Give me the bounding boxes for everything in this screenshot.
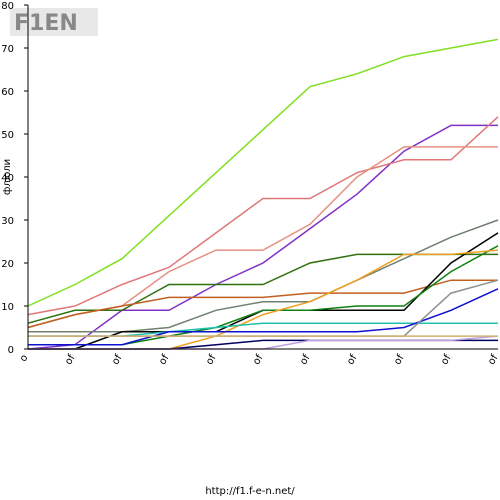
y-tick-label: 50 xyxy=(1,130,14,141)
series-line xyxy=(27,279,498,329)
series-line xyxy=(28,249,499,350)
y-tick-label: 10 xyxy=(1,302,14,313)
series-line xyxy=(28,335,499,350)
x-tick-label: of xyxy=(298,353,313,367)
x-tick-label: of xyxy=(345,353,360,367)
logo: F1EN xyxy=(14,11,78,36)
y-tick-label: 20 xyxy=(1,259,14,270)
series-line xyxy=(28,219,499,333)
x-tick-label: of xyxy=(486,353,500,367)
series-line xyxy=(27,116,499,316)
y-tick-label: 60 xyxy=(1,87,14,98)
y-tick-label: 0 xyxy=(8,345,14,356)
x-tick-label: of xyxy=(251,353,266,367)
x-tick-label: of xyxy=(157,353,172,367)
x-tick-label: o xyxy=(18,353,31,364)
series-line xyxy=(27,124,498,350)
footer: http://f1.f-e-n.net/ xyxy=(205,486,295,497)
y-tick-label: 30 xyxy=(1,216,14,227)
series-line xyxy=(27,38,499,307)
y-tick-label: 70 xyxy=(1,44,14,55)
x-tick-label: of xyxy=(439,353,454,367)
y-tick-label: 80 xyxy=(1,1,14,12)
y-axis-label: флюли xyxy=(2,159,13,195)
y-tick-label: 40 xyxy=(1,173,14,184)
series-line xyxy=(27,146,498,329)
x-tick-label: of xyxy=(110,353,125,367)
series-line xyxy=(28,322,498,337)
logo-bg xyxy=(10,8,98,36)
x-tick-label: of xyxy=(392,353,407,367)
x-tick-label: of xyxy=(63,353,78,367)
x-tick-label: of xyxy=(204,353,219,367)
